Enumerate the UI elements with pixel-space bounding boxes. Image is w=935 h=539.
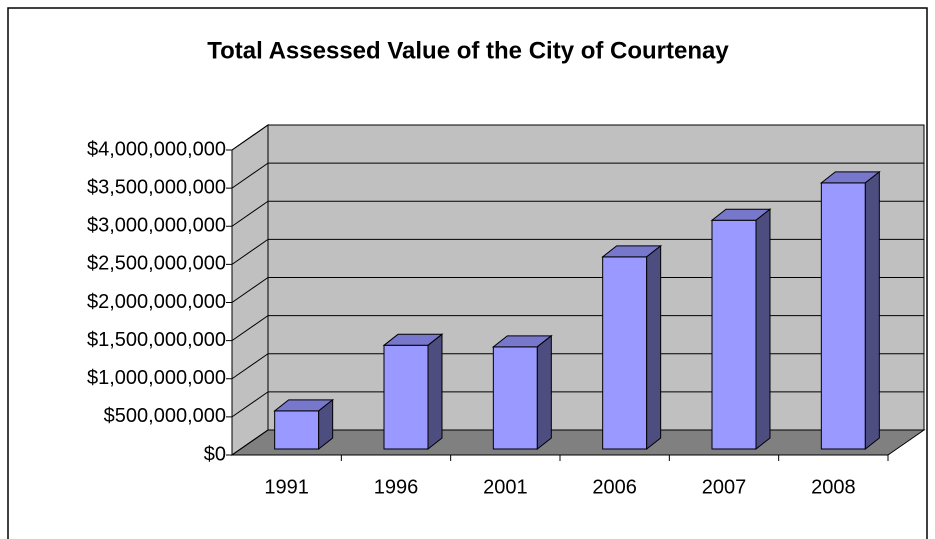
bar-side bbox=[864, 170, 880, 451]
bar-front bbox=[383, 344, 429, 450]
x-tick-label: 2008 bbox=[811, 476, 856, 498]
y-tick-label: $500,000,000 bbox=[104, 405, 226, 427]
x-tick-label: 1991 bbox=[264, 476, 309, 498]
x-tick-label: 2007 bbox=[702, 476, 747, 498]
grid-line bbox=[231, 391, 269, 418]
y-tick-label: $2,500,000,000 bbox=[87, 253, 226, 275]
y-tick-label: $3,500,000,000 bbox=[87, 176, 226, 198]
y-tick-label: $1,500,000,000 bbox=[87, 329, 226, 351]
grid-line bbox=[231, 315, 269, 342]
bar-side bbox=[318, 398, 334, 451]
bar-front bbox=[711, 219, 757, 450]
bar-front bbox=[492, 346, 538, 450]
y-tick-label: $0 bbox=[204, 443, 226, 465]
bar bbox=[273, 398, 335, 451]
bar-side bbox=[427, 333, 443, 451]
bar bbox=[819, 170, 881, 451]
grid-line bbox=[231, 429, 269, 456]
grid-line bbox=[231, 200, 269, 227]
y-tick-label: $4,000,000,000 bbox=[87, 138, 226, 160]
bar bbox=[382, 333, 444, 451]
floor bbox=[230, 429, 926, 456]
bar-side bbox=[755, 208, 771, 451]
bar-side bbox=[536, 334, 552, 451]
grid-line bbox=[231, 353, 269, 380]
x-tick-label: 1996 bbox=[374, 476, 419, 498]
y-tick-label: $3,000,000,000 bbox=[87, 215, 226, 237]
grid-line bbox=[231, 277, 269, 303]
chart-title: Total Assessed Value of the City of Cour… bbox=[207, 37, 729, 64]
x-tick-label: 2006 bbox=[592, 476, 637, 498]
bar bbox=[491, 334, 553, 451]
x-tick-label: 2001 bbox=[483, 476, 528, 498]
grid-line bbox=[231, 238, 269, 265]
chart-frame bbox=[7, 7, 928, 539]
bar-front bbox=[820, 182, 866, 450]
bar bbox=[601, 244, 663, 451]
bar bbox=[710, 208, 772, 451]
y-tick-label: $1,000,000,000 bbox=[87, 367, 226, 389]
grid-line bbox=[231, 124, 269, 151]
y-tick-label: $2,000,000,000 bbox=[87, 291, 226, 313]
bar-front bbox=[602, 256, 648, 450]
grid-line bbox=[231, 162, 269, 189]
bar-front bbox=[274, 410, 320, 450]
bar-side bbox=[646, 244, 662, 451]
